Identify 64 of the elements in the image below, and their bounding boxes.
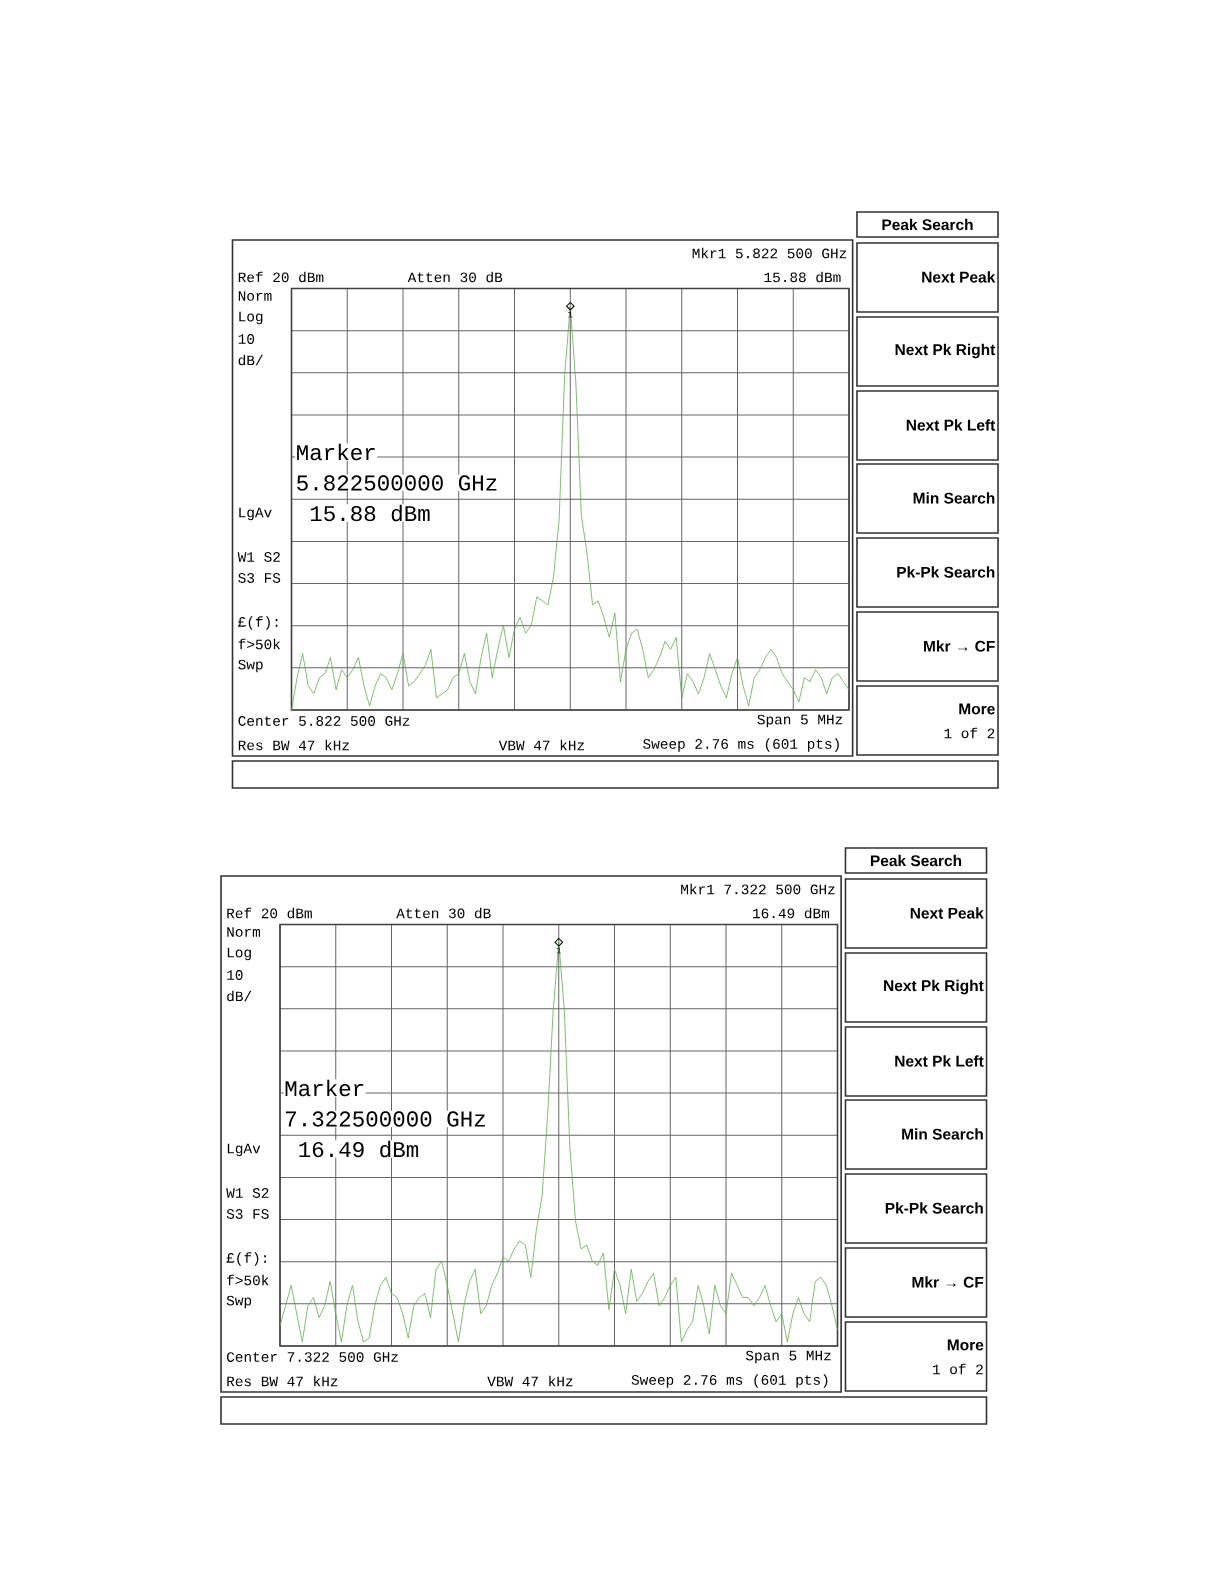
text: More [947,1339,984,1351]
text: LgAv [239,507,272,521]
text: Ref 20 dBm [227,907,312,919]
text: LgAv [227,1143,261,1157]
text: Atten 30 dB [396,907,491,919]
text: Ref 20 dBm [238,271,324,283]
text: 15.88 dBm [764,271,841,283]
text: Span 5 MHz [757,714,843,728]
text: Norm [227,927,261,937]
text: Span 5 MHz [745,1350,831,1364]
text: W1 S2 [226,1188,269,1198]
text: f>50k [227,1274,269,1286]
text: Log [227,947,251,961]
text: Mkr1 5.822 500 GHz [692,247,847,259]
text: Res BW 47 kHz [227,1375,338,1387]
text: Res BW 47 kHz [238,739,349,751]
text: Peak Search [882,218,973,231]
text: Next Pk Right [884,979,984,995]
annotation: 1 [556,947,562,954]
text: VBW 47 kHz [487,1375,573,1387]
text: 1 of 2 [944,727,995,739]
text: Next Pk Left [906,419,996,431]
text: Mkr → CF [924,640,995,652]
text: More [959,703,995,715]
annotation: Marker [297,443,375,461]
text: Min Search [902,1128,983,1140]
text: Atten 30 dB [407,271,503,283]
text: Peak Search [870,854,962,867]
text: Log [239,311,263,325]
text: Pk-Pk Search [885,1202,983,1214]
annotation: 7.322500000 GHz [285,1111,485,1127]
text: f>50k [238,638,281,650]
text: Swp [226,1295,252,1309]
text: Mkr → CF [912,1276,984,1288]
text: Next Pk Right [895,343,996,359]
text: VBW 47 kHz [498,739,584,751]
text: £(f): [238,616,278,630]
text: Next Pk Left [895,1055,984,1067]
text: Swp [238,659,263,673]
annotation: 15.88 dBm [310,504,430,522]
text: W1 S2 [237,552,280,562]
text: Min Search [913,492,995,504]
annotation: 5.822500000 GHz [297,475,497,491]
text: Sweep 2.76 ms (601 pts) [643,738,839,752]
annotation: 16.49 dBm [299,1140,419,1158]
text: Sweep 2.76 ms (601 pts) [631,1374,828,1388]
text: dB/ [227,990,252,1002]
text: Center 7.322 500 GHz [226,1352,398,1362]
annotation: Marker [285,1079,364,1097]
text: 10 [238,334,255,344]
text: 1 of 2 [933,1363,983,1375]
text: S3 FS [238,573,281,583]
text: Next Peak [910,907,984,919]
text: Next Peak [922,271,996,283]
text: Norm [238,291,272,301]
text: Center 5.822 500 GHz [238,716,410,726]
text: 10 [227,970,243,980]
text: S3 FS [226,1209,269,1219]
text: Mkr1 7.322 500 GHz [681,883,835,895]
text: £(f): [226,1252,266,1266]
text: 16.49 dBm [753,907,830,919]
annotation: 1 [568,311,573,318]
text: Pk-Pk Search [897,566,995,578]
text: dB/ [238,354,263,366]
